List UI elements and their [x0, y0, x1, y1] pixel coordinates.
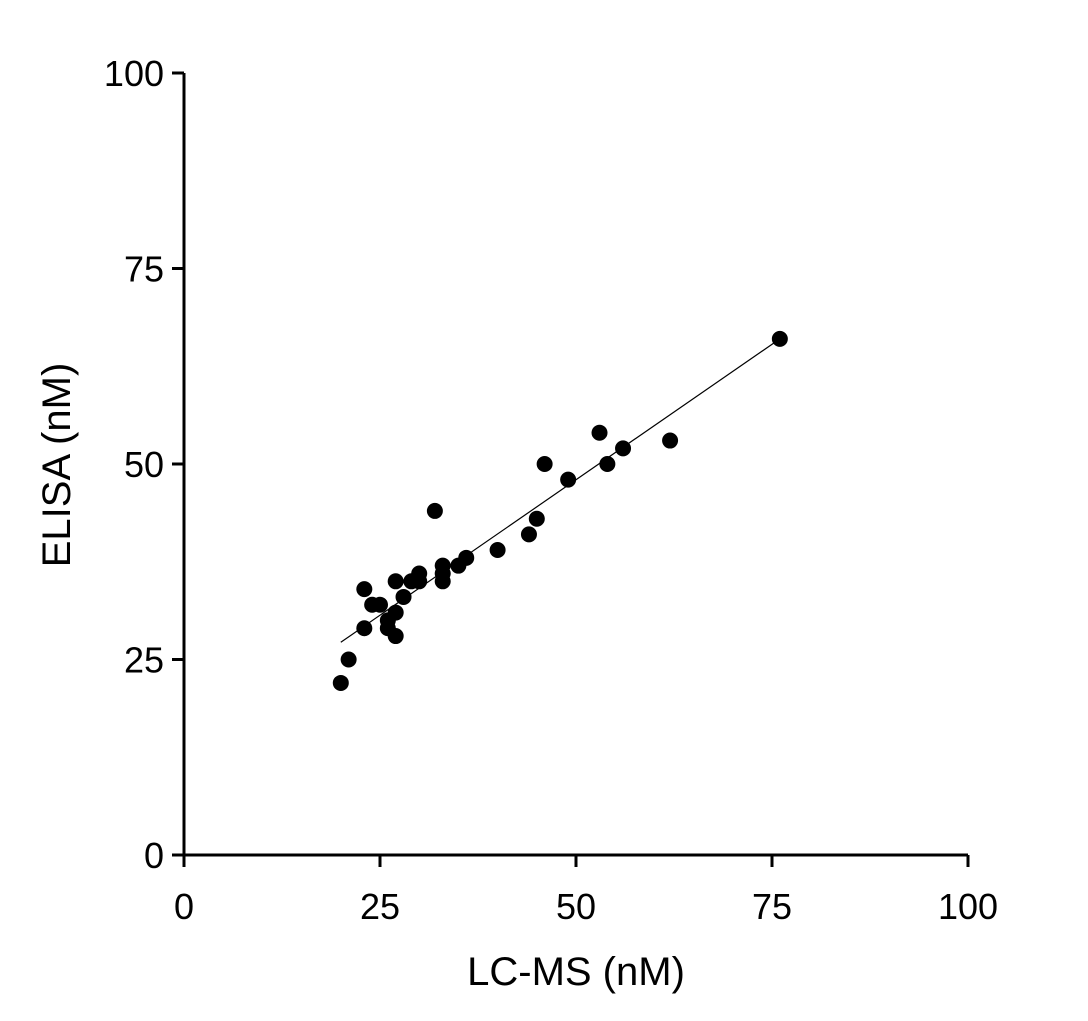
axes: 0 25 50 75 100 0 25 50 75 100 — [104, 53, 998, 927]
data-point — [356, 581, 373, 598]
data-point — [489, 542, 506, 559]
data-point — [340, 651, 357, 668]
data-point — [528, 510, 545, 527]
data-point — [591, 424, 608, 441]
data-point — [662, 432, 679, 449]
data-point — [458, 549, 475, 566]
data-point — [426, 502, 443, 519]
data-point — [615, 440, 632, 457]
fit-line — [340, 338, 781, 643]
data-point — [434, 557, 451, 574]
x-tick-label: 75 — [752, 886, 792, 927]
data-point — [520, 526, 537, 543]
data-points — [332, 330, 788, 691]
x-axis-title: LC-MS (nM) — [467, 950, 685, 994]
y-tick-label: 50 — [124, 444, 164, 485]
data-point — [332, 674, 349, 691]
data-point — [560, 471, 577, 488]
x-tick-label: 50 — [556, 886, 596, 927]
data-point — [387, 628, 404, 645]
x-tick-label: 100 — [938, 886, 998, 927]
data-point — [599, 456, 616, 472]
data-point — [356, 620, 373, 637]
data-point — [411, 565, 428, 582]
fit-line-group — [340, 338, 781, 643]
data-point — [387, 573, 404, 590]
data-point — [536, 456, 553, 472]
data-point — [771, 330, 788, 347]
y-tick-label: 100 — [104, 53, 164, 94]
x-tick-label: 0 — [174, 886, 194, 927]
y-tick-label: 0 — [144, 835, 164, 876]
y-tick-label: 25 — [124, 640, 164, 681]
x-tick-label: 25 — [360, 886, 400, 927]
data-point — [372, 596, 388, 613]
data-point — [395, 588, 412, 605]
y-axis-title: ELISA (nM) — [35, 363, 79, 568]
data-point — [387, 604, 404, 621]
y-tick-label: 75 — [124, 249, 164, 290]
